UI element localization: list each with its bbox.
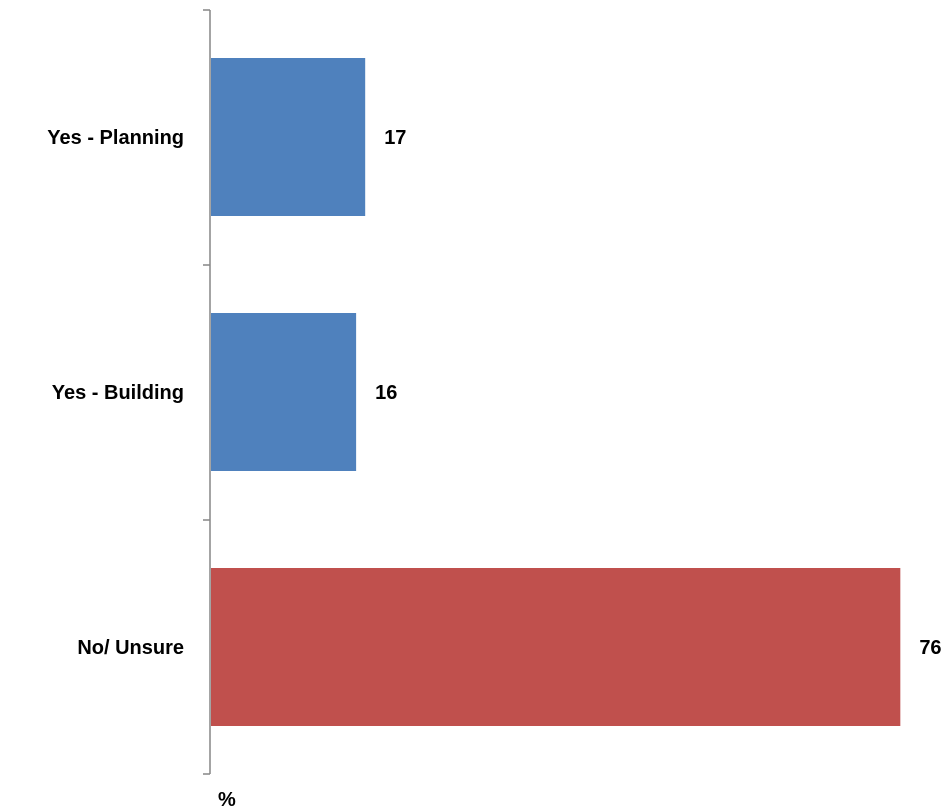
bar-0 [211, 58, 366, 216]
data-label-2: 76 [919, 637, 941, 659]
category-label-1: Yes - Building [52, 382, 184, 404]
x-axis-unit-label: % [218, 789, 236, 807]
category-labels: Yes - Planning Yes - Building No/ Unsure [47, 127, 184, 659]
bars-group [211, 58, 901, 726]
category-label-2: No/ Unsure [77, 637, 184, 659]
bar-2 [211, 568, 901, 726]
bar-1 [211, 313, 357, 471]
data-labels: 17 16 76 [375, 127, 941, 659]
data-label-0: 17 [384, 127, 406, 149]
data-label-1: 16 [375, 382, 397, 404]
category-label-0: Yes - Planning [47, 127, 184, 149]
category-axis [203, 9, 211, 775]
